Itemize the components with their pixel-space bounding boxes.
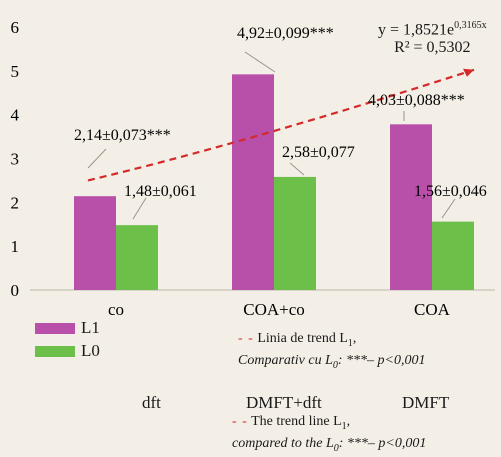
bar-l0-2	[432, 221, 474, 290]
trend-note-en-line1-sub: 1	[341, 420, 347, 432]
y-tick-label: 1	[11, 237, 20, 256]
trend-equation-base: y = 1,8521e	[378, 21, 455, 39]
trend-note-en-dash: - -	[232, 414, 248, 429]
trend-note-ro-dash: - -	[238, 331, 254, 346]
trend-line	[87, 68, 475, 182]
data-label-l0-1: 2,58±0,077	[282, 144, 355, 161]
bar-l1-2	[390, 124, 432, 290]
trend-note-en-line2: compared to the L	[232, 435, 334, 451]
trend-note-en-line1: The trend line L	[251, 414, 342, 429]
data-label-l0-0: 1,48±0,061	[124, 183, 197, 200]
data-label-l1-0: 2,14±0,073***	[74, 127, 171, 144]
legend-label-l0: L0	[81, 341, 100, 360]
data-label-l1-2: 4,03±0,088***	[368, 92, 465, 109]
bar-l1-0	[74, 196, 116, 290]
bar-l1-1	[232, 74, 274, 290]
trend-note-ro-line1-sub: 1	[347, 337, 353, 349]
legend-item-l1: L1	[35, 318, 100, 338]
bar-l0-0	[116, 225, 158, 290]
data-label-l1-1: 4,92±0,099***	[237, 25, 334, 42]
data-label-leader	[441, 198, 456, 219]
trend-arrow	[463, 68, 474, 77]
y-tick-label: 5	[11, 62, 20, 81]
trend-note-en-line1-end: ,	[346, 414, 351, 429]
data-label-l0-2: 1,56±0,046	[414, 183, 487, 200]
x-tick-label: COA	[414, 300, 451, 319]
sub-category-dmft-dft: DMFT+dft	[246, 393, 322, 412]
data-label-leader	[132, 197, 147, 220]
legend-label-l1: L1	[81, 318, 100, 337]
trend-note-ro-line1-end: ,	[352, 331, 357, 346]
trend-note-ro-line2: Comparativ cu L	[238, 352, 333, 368]
trend-note-ro-line1: Linia de trend L	[257, 331, 348, 346]
sub-category-dft: dft	[142, 393, 161, 412]
data-label-leader	[87, 148, 107, 169]
trend-equation-exponent: 0,3165x	[454, 20, 487, 31]
legend-swatch-l0	[35, 345, 75, 357]
trend-note-ro-line2-end: : ***– p<0,001	[337, 352, 426, 368]
trend-note-en-line2-end: : ***– p<0,001	[338, 435, 427, 451]
x-tick-label: COA+co	[243, 300, 305, 319]
trend-note-en-line2-sub: 0	[333, 442, 339, 454]
bar-l0-1	[274, 176, 316, 290]
data-label-leader	[244, 51, 276, 73]
trend-note-ro-line2-sub: 0	[332, 359, 338, 371]
y-tick-label: 3	[11, 150, 20, 169]
trend-r-squared: R² = 0,5302	[394, 39, 471, 57]
data-label-leader	[289, 162, 305, 176]
legend-swatch-l1	[35, 322, 75, 334]
y-tick-label: 0	[11, 281, 20, 300]
trend-note-en: - - The trend line L1, compared to the L…	[232, 413, 426, 457]
x-tick-label: co	[108, 300, 124, 319]
y-tick-label: 4	[11, 106, 20, 125]
sub-category-dmft: DMFT	[402, 393, 450, 412]
y-tick-label: 6	[11, 18, 20, 37]
trend-note-ro: - - Linia de trend L1, Comparativ cu L0:…	[238, 330, 426, 374]
legend-item-l0: L0	[35, 341, 100, 361]
trend-equation: y = 1,8521e0,3165x R² = 0,5302	[378, 20, 487, 57]
y-tick-label: 2	[11, 193, 20, 212]
